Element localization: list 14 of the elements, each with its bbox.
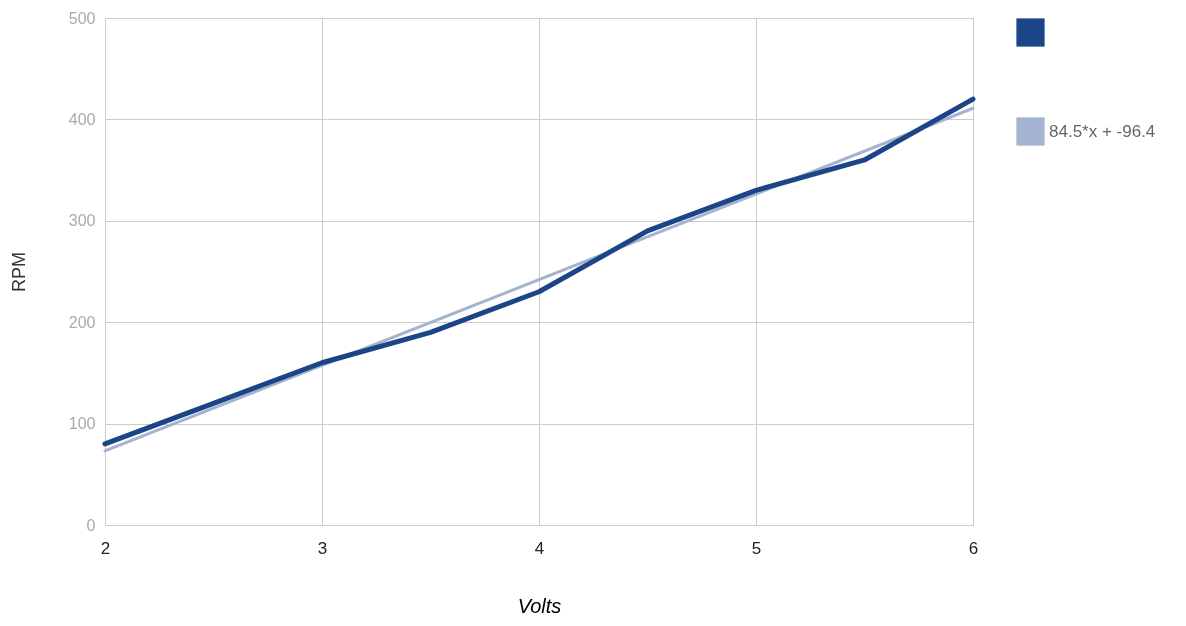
y-tick-label: 500 (68, 9, 96, 27)
y-axis-title: RPM (8, 252, 29, 292)
y-tick-label: 200 (68, 313, 96, 331)
x-tick-label: 4 (534, 538, 545, 558)
y-tick-label: 100 (68, 415, 96, 433)
y-tick-label: 300 (68, 212, 96, 230)
x-axis-title: Volts (517, 594, 562, 617)
legend-label: 84.5*x + -96.4 (1049, 121, 1156, 141)
x-tick-label: 3 (317, 538, 328, 558)
x-tick-label: 5 (751, 538, 762, 558)
x-tick-label: 2 (100, 538, 111, 558)
y-tick-label: 400 (68, 110, 96, 128)
x-tick-label: 6 (968, 538, 979, 558)
y-tick-label: 0 (86, 516, 96, 534)
